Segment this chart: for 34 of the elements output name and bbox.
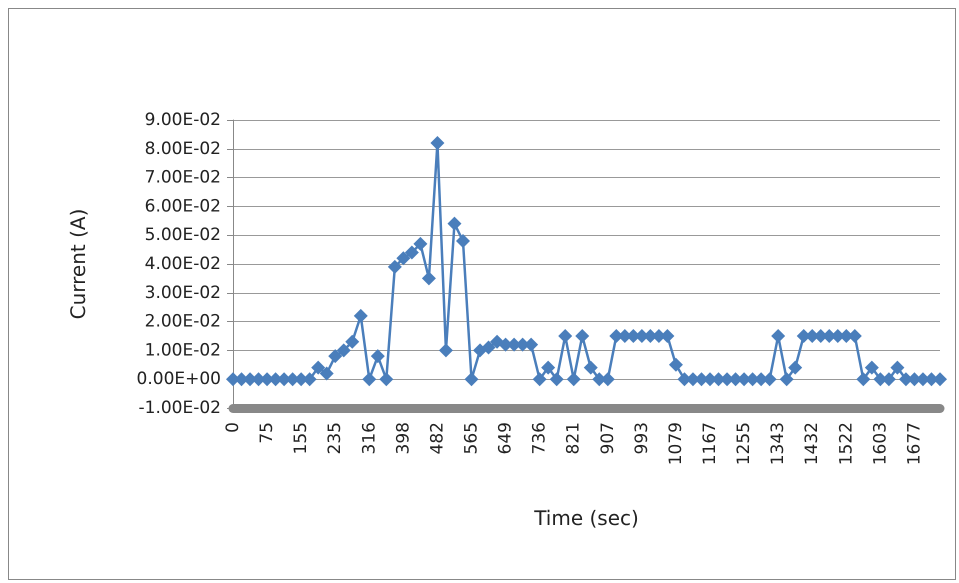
- x-tick-label: 0: [223, 422, 243, 433]
- x-axis-title: Time (sec): [533, 506, 639, 530]
- x-tick-label: 1522: [836, 422, 856, 466]
- y-tick-label: 6.00E-02: [144, 196, 221, 216]
- x-tick-label: 75: [257, 422, 278, 444]
- x-tick-label: 235: [325, 422, 346, 454]
- x-tick-label: 398: [393, 422, 414, 454]
- x-tick-label: 736: [530, 422, 550, 454]
- x-tick-label: 649: [496, 422, 516, 454]
- x-tick-label: 1432: [802, 422, 822, 466]
- x-tick-label: 316: [359, 422, 380, 454]
- x-tick-label: 1255: [734, 422, 754, 466]
- x-tick-label: 1167: [700, 422, 720, 466]
- y-tick-label: 7.00E-02: [144, 168, 221, 188]
- x-tick-label: 155: [291, 422, 312, 454]
- y-tick-label: -1.00E-02: [138, 398, 221, 418]
- x-tick-label: 1603: [870, 422, 890, 466]
- y-tick-label: 1.00E-02: [144, 340, 221, 360]
- y-tick-label: 3.00E-02: [144, 282, 221, 303]
- y-tick-label: 9.00E-02: [144, 110, 221, 130]
- x-tick-label: 1677: [904, 422, 924, 466]
- x-tick-label: 993: [632, 422, 652, 454]
- y-tick-label: 8.00E-02: [144, 138, 221, 159]
- y-tick-label: 0.00E+00: [136, 369, 221, 390]
- x-tick-label: 565: [462, 422, 482, 454]
- y-tick-label: 4.00E-02: [144, 254, 221, 274]
- y-tick-label: 2.00E-02: [144, 312, 221, 332]
- x-tick-label: 821: [564, 422, 584, 454]
- x-tick-label: 1343: [768, 422, 788, 466]
- x-tick-label: 907: [598, 422, 618, 454]
- x-tick-label: 482: [427, 422, 448, 454]
- x-tick-label: 1079: [666, 422, 686, 466]
- y-tick-label: 5.00E-02: [144, 225, 221, 246]
- y-axis-title: Current (A): [66, 208, 90, 320]
